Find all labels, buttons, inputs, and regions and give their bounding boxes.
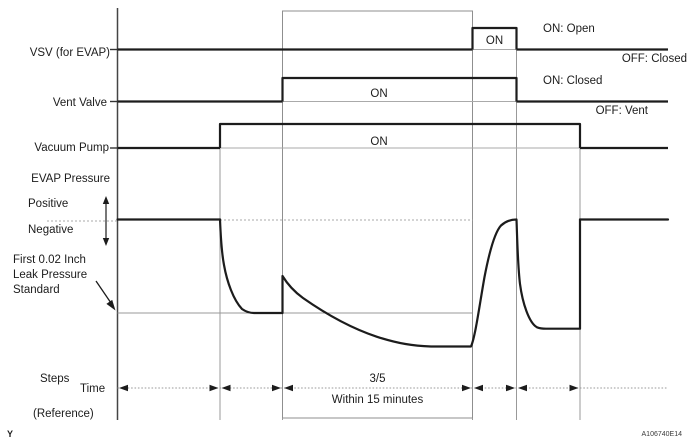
vacuum-pump-row-label: Vacuum Pump — [34, 142, 109, 154]
leak-standard-note-line3: Standard — [13, 284, 60, 296]
time-label: Time — [80, 383, 105, 395]
vent-valve-on-label: ON — [370, 88, 387, 100]
negative-label: Negative — [28, 224, 73, 236]
figure-code: A106740E14 — [642, 431, 683, 438]
duration-label: Within 15 minutes — [332, 394, 424, 406]
evap-pressure-trace — [116, 218, 670, 348]
vent-valve-signal-trace — [117, 76, 668, 103]
vsv-legend-off: OFF: Closed — [622, 53, 687, 65]
pressure-range-arrow — [102, 196, 110, 246]
vacuum-pump-on-label: ON — [370, 136, 387, 148]
vsv-signal-trace — [117, 26, 668, 51]
positive-label: Positive — [28, 198, 68, 210]
evap-pressure-label: EVAP Pressure — [31, 173, 110, 185]
leak-standard-note-line1: First 0.02 Inch — [13, 254, 86, 266]
reference-label: (Reference) — [33, 408, 94, 420]
segment-arrowheads — [119, 384, 579, 392]
step-value-label: 3/5 — [370, 373, 386, 385]
leak-standard-note-line2: Leak Pressure — [13, 269, 87, 281]
vsv-on-label: ON — [486, 35, 503, 47]
vent-legend-off: OFF: Vent — [596, 105, 649, 117]
standard-note-arrow — [95, 280, 116, 311]
time-axis — [117, 384, 667, 392]
axis-ticks — [110, 48, 117, 149]
step-window-box — [282, 10, 473, 419]
step-boundary-lines — [219, 28, 581, 420]
steps-label: Steps — [40, 373, 70, 385]
off-level-guides — [47, 49, 580, 222]
page-marker: Y — [7, 429, 13, 439]
leak-standard-note: First 0.02 Inch Leak Pressure Standard — [13, 254, 87, 296]
vacuum-pump-signal-trace — [117, 122, 668, 150]
vsv-row-label: VSV (for EVAP) — [30, 47, 110, 59]
vent-legend-on: ON: Closed — [543, 75, 602, 87]
vent-valve-row-label: Vent Valve — [53, 97, 107, 109]
vsv-legend-on: ON: Open — [543, 23, 595, 35]
